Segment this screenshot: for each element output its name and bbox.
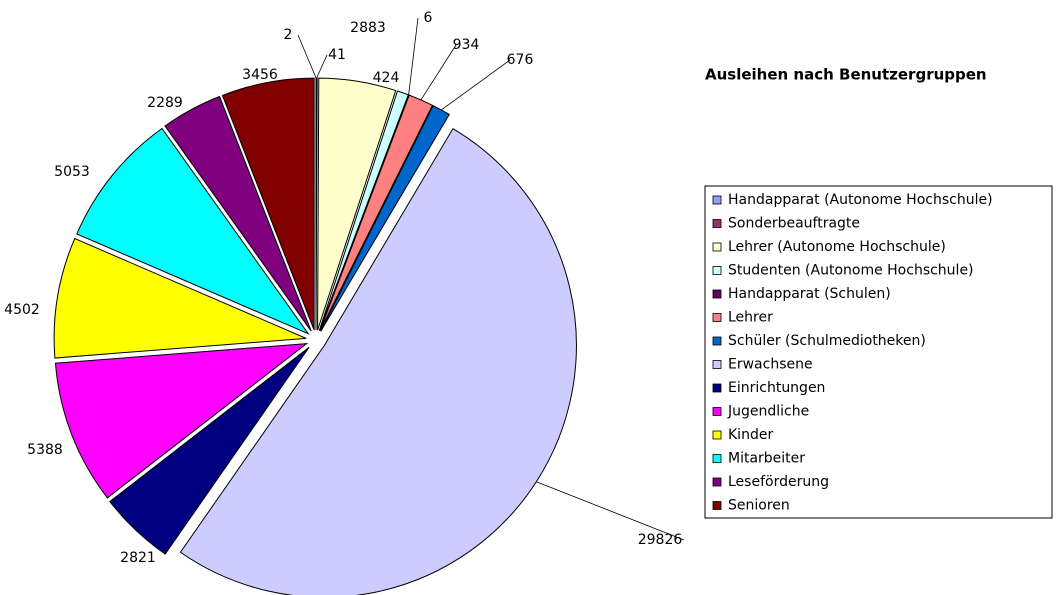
data-label: 2821 — [120, 550, 156, 566]
pie-slice — [315, 77, 318, 331]
legend-label: Einrichtungen — [728, 380, 825, 396]
legend-swatch — [712, 477, 722, 487]
leader-line — [536, 481, 685, 541]
data-label: 5388 — [27, 442, 63, 458]
legend-label: Leseförderung — [728, 474, 829, 490]
legend-label: Jugendliche — [727, 404, 809, 420]
pie-slice — [317, 77, 397, 331]
legend-swatch — [712, 242, 722, 252]
legend-box — [704, 185, 1053, 519]
legend-swatch — [712, 407, 722, 416]
data-label: 4502 — [4, 302, 40, 318]
legend-swatch — [712, 454, 722, 463]
leader-line — [316, 54, 328, 79]
data-label: 2883 — [350, 20, 386, 36]
legend-swatch — [712, 313, 722, 322]
legend-label: Kinder — [728, 427, 773, 443]
pie-slice — [53, 237, 307, 359]
pie-slice — [54, 342, 309, 499]
data-label: 29826 — [638, 532, 683, 548]
legend-label: Handapparat (Autonome Hochschule) — [728, 192, 993, 208]
legend-swatch — [712, 501, 722, 510]
chart-title: Ausleihen nach Benutzergruppen — [705, 66, 987, 84]
data-label: 5053 — [54, 164, 90, 180]
data-label: 2289 — [147, 95, 183, 111]
data-label: 676 — [507, 52, 534, 68]
legend-swatch — [712, 383, 722, 393]
data-label: 6 — [424, 10, 433, 26]
pie-slice — [320, 105, 450, 332]
leader-line — [297, 34, 317, 79]
pie-slice — [164, 95, 312, 332]
legend-swatch — [712, 336, 722, 346]
legend-swatch — [712, 266, 722, 275]
pie-slice — [319, 94, 434, 332]
leader-line — [441, 59, 511, 111]
legend-swatch — [712, 289, 722, 299]
legend-label: Erwachsene — [728, 357, 813, 373]
legend-label: Lehrer — [728, 310, 773, 326]
legend-swatch — [712, 360, 722, 369]
data-label: 2 — [284, 27, 293, 43]
legend-swatch — [712, 219, 722, 228]
legend-label: Senioren — [728, 498, 790, 514]
legend-label: Studenten (Autonome Hochschule) — [728, 263, 974, 279]
legend-label: Sonderbeauftragte — [728, 216, 860, 232]
legend-label: Mitarbeiter — [728, 451, 805, 467]
legend-swatch — [712, 430, 722, 440]
legend-label: Schüler (Schulmediotheken) — [728, 333, 926, 349]
pie-slice — [76, 127, 310, 335]
leader-line — [420, 44, 457, 101]
pie-slice — [109, 346, 310, 555]
data-label: 424 — [373, 70, 400, 86]
legend-swatch — [712, 195, 722, 205]
pie-slice — [221, 77, 315, 331]
leader-line — [408, 17, 419, 95]
data-label: 934 — [453, 37, 480, 53]
data-label: 41 — [328, 47, 346, 63]
data-label: 3456 — [242, 67, 278, 83]
legend-label: Lehrer (Autonome Hochschule) — [728, 239, 946, 255]
legend-label: Handapparat (Schulen) — [728, 286, 891, 302]
